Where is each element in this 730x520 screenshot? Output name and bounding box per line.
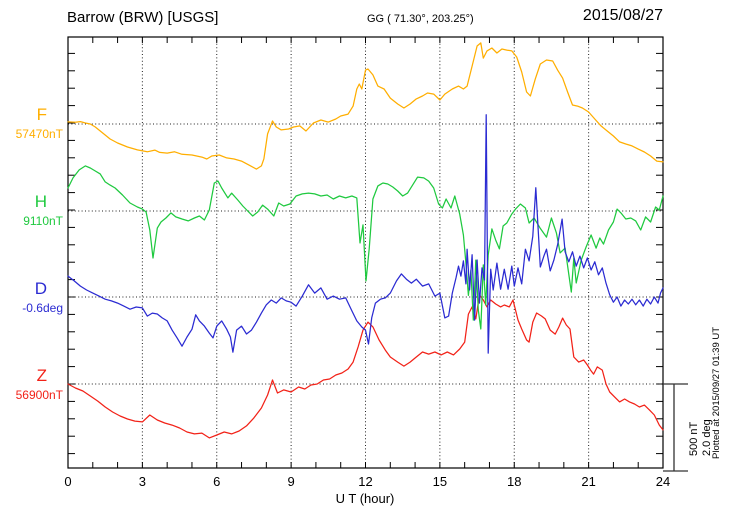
plotted-at-timestamp: Plotted at 2015/09/27 01:39 UT	[711, 326, 722, 459]
trace-F	[67, 42, 664, 170]
channel-baseline-Z: 56900nT	[15, 388, 63, 402]
x-axis-title: U T (hour)	[335, 491, 395, 506]
channel-baseline-F: 57470nT	[15, 127, 63, 141]
plot-frame	[67, 36, 664, 469]
x-tick-label: 12	[358, 474, 373, 489]
x-tick-label: 3	[138, 474, 146, 489]
x-tick-label: 0	[64, 474, 72, 489]
channel-label-H: H	[34, 192, 47, 211]
channel-baseline-D: -0.6deg	[22, 301, 63, 315]
x-tick-label: 15	[432, 474, 448, 489]
trace-D	[67, 114, 664, 354]
channel-label-Z: Z	[36, 366, 47, 385]
geographic-coordinates: GG ( 71.30°, 203.25°)	[367, 13, 474, 25]
trace-H	[67, 165, 664, 330]
station-title: Barrow (BRW) [USGS]	[67, 9, 219, 26]
scale-bar-label-nt: 500 nT	[688, 421, 700, 456]
trace-Z	[67, 294, 664, 439]
x-tick-label: 18	[507, 474, 522, 489]
x-tick-label: 9	[287, 474, 295, 489]
channel-label-F: F	[36, 105, 47, 124]
channel-baseline-H: 9110nT	[23, 214, 63, 228]
plot-date: 2015/08/27	[582, 7, 663, 24]
x-tick-label: 6	[213, 474, 221, 489]
x-tick-label: 24	[655, 474, 671, 489]
channel-label-D: D	[34, 279, 47, 298]
x-tick-label: 21	[581, 474, 596, 489]
